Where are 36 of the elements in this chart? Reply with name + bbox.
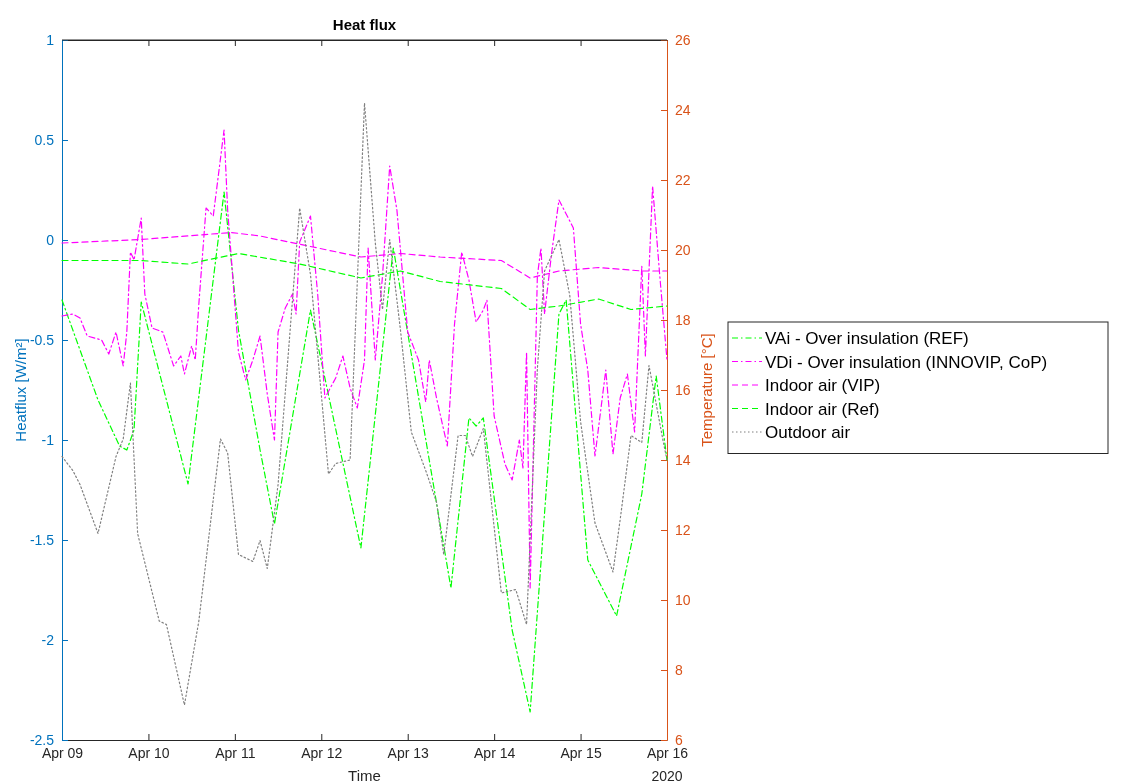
x-tick-label: Apr 14 — [474, 744, 516, 761]
chart-title: Heat flux — [332, 16, 397, 33]
y2-tick-label: 14 — [675, 451, 691, 468]
x-tick-label: Apr 10 — [128, 744, 170, 761]
y-tick-label: -1.5 — [29, 531, 55, 548]
line-series — [61, 191, 668, 713]
y-tick-label: -1 — [41, 431, 55, 448]
y-tick-label: -0.5 — [29, 331, 55, 348]
legend-label: Outdoor air — [765, 423, 851, 442]
legend-label: VDi - Over insulation (INNOVIP, CoP) — [765, 352, 1048, 372]
y2-tick-label: 8 — [675, 661, 683, 678]
y2-tick-label: 16 — [675, 381, 691, 398]
y-tick-label: 1 — [46, 31, 55, 48]
legend-label: VAi - Over insulation (REF) — [765, 329, 969, 348]
y-tick-label: 0 — [46, 231, 55, 248]
y2-tick-label: 12 — [675, 521, 691, 538]
x-tick-label: Apr 11 — [215, 744, 256, 761]
x-tick-label: Apr 15 — [560, 744, 602, 761]
y2-tick-label: 26 — [675, 31, 691, 48]
y-axis-title: Heatflux [W/m²] — [12, 338, 29, 442]
y2-tick-label: 20 — [675, 241, 691, 258]
y2-axis-title: Temperature [°C] — [698, 333, 715, 447]
y2-tick-label: 10 — [675, 591, 691, 608]
line-series — [61, 129, 668, 589]
y2-tick-label: 22 — [675, 171, 691, 188]
y2-tick-label: 24 — [675, 101, 691, 118]
x-tick-label: Apr 12 — [301, 744, 343, 761]
y2-tick-label: 18 — [675, 311, 691, 328]
legend-label: Indoor air (VIP) — [765, 376, 881, 395]
y-tick-label: 0.5 — [34, 131, 55, 148]
text: 2020 — [651, 768, 683, 783]
y-tick-label: -2 — [41, 631, 55, 648]
line-series — [61, 102, 668, 706]
x-tick-label: Apr 13 — [387, 744, 430, 761]
x-axis-title: Time — [348, 767, 381, 783]
legend-label: Indoor air (Ref) — [765, 399, 880, 419]
